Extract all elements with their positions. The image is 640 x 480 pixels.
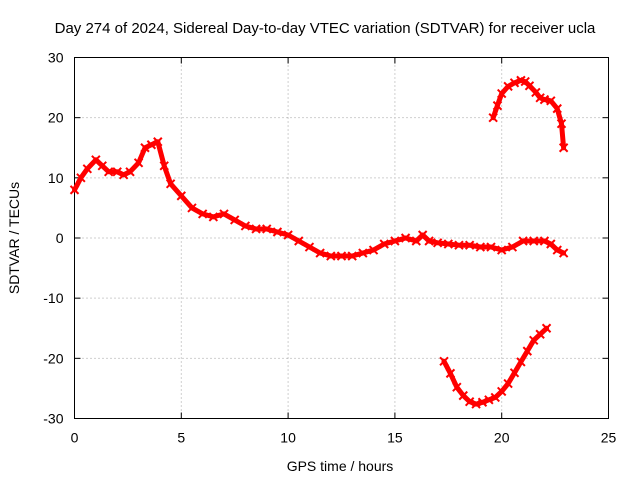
y-tick-label: 10 — [48, 170, 64, 186]
data-point — [197, 209, 208, 219]
data-point — [283, 230, 293, 240]
data-point — [452, 382, 462, 392]
data-point — [496, 88, 507, 99]
data-point — [486, 242, 496, 252]
data-point — [552, 103, 562, 114]
data-point — [240, 221, 251, 231]
data-point — [477, 397, 488, 407]
data-point — [503, 81, 513, 92]
data-point — [509, 368, 520, 378]
data-point — [294, 236, 304, 246]
data-point — [507, 242, 518, 252]
series-main-track — [69, 137, 569, 261]
data-point — [541, 323, 552, 333]
data-point — [443, 239, 454, 249]
y-axis-label: SDTVAR / TECUs — [6, 182, 22, 294]
data-point — [112, 167, 122, 177]
data-point — [358, 248, 368, 258]
data-point — [509, 78, 520, 88]
data-point — [471, 399, 481, 409]
data-point — [484, 395, 494, 405]
data-point — [82, 164, 93, 174]
data-point — [229, 215, 240, 225]
data-point — [272, 227, 283, 237]
data-point — [556, 118, 567, 129]
axis-ticks — [74, 57, 609, 419]
x-tick-label: 5 — [177, 430, 185, 446]
data-point — [424, 236, 434, 246]
data-point — [488, 112, 498, 123]
data-point — [69, 185, 80, 195]
data-point — [146, 140, 157, 150]
data-point — [379, 239, 389, 249]
data-point — [103, 167, 114, 177]
data-point — [153, 137, 163, 147]
data-point — [176, 191, 187, 201]
data-point — [76, 173, 86, 183]
y-tick-label: 20 — [48, 110, 64, 126]
y-tick-label: -30 — [43, 411, 63, 427]
data-point — [159, 161, 169, 171]
data-point — [304, 242, 315, 252]
x-tick-label: 0 — [71, 430, 79, 446]
data-point — [539, 236, 550, 246]
data-point — [558, 248, 569, 258]
x-axis-label: GPS time / hours — [287, 458, 394, 474]
data-point — [454, 240, 464, 250]
data-point — [518, 236, 528, 246]
y-tick-label: -10 — [43, 290, 63, 306]
data-point — [165, 179, 176, 189]
data-point — [503, 378, 513, 389]
data-point — [445, 368, 456, 379]
chart-title: Day 274 of 2024, Sidereal Day-to-day VTE… — [55, 20, 596, 37]
data-point — [125, 167, 135, 177]
data-point — [439, 356, 449, 367]
data-point — [558, 143, 569, 153]
grid-lines — [74, 57, 609, 419]
data-point — [552, 245, 562, 255]
data-point — [133, 158, 144, 168]
data-point — [496, 245, 507, 255]
data-point — [464, 396, 475, 407]
data-point — [347, 251, 357, 261]
x-tick-label: 25 — [601, 430, 617, 446]
data-point — [390, 236, 400, 246]
data-point — [336, 251, 347, 261]
data-point — [140, 143, 150, 153]
data-point — [516, 357, 526, 367]
y-tick-label: 30 — [48, 50, 64, 66]
y-tick-label: -20 — [43, 350, 63, 366]
data-point — [475, 242, 486, 252]
data-point — [464, 240, 475, 250]
data-point — [368, 245, 379, 255]
data-point — [187, 203, 197, 213]
series-lower-arc — [439, 323, 552, 409]
data-point — [400, 233, 411, 243]
data-point — [251, 224, 261, 234]
data-point — [529, 236, 539, 246]
y-tick-label: 0 — [56, 230, 64, 246]
data-point — [208, 212, 219, 222]
series-upper-arc — [488, 75, 569, 153]
axis-tick-labels: 0 5 10 15 20 25 -30 -20 -10 0 10 20 30 — [43, 50, 616, 446]
series-trace-main-track — [72, 139, 567, 259]
data-point — [492, 100, 503, 111]
data-marks — [69, 75, 569, 409]
data-point — [496, 386, 507, 397]
data-point — [326, 251, 336, 261]
x-tick-label: 10 — [280, 430, 296, 446]
data-point — [219, 209, 229, 219]
data-point — [522, 346, 533, 356]
data-point — [546, 96, 556, 106]
x-tick-label: 15 — [387, 430, 403, 446]
data-point — [432, 238, 443, 248]
data-point — [118, 170, 129, 180]
x-tick-label: 20 — [494, 430, 510, 446]
data-point — [262, 224, 272, 234]
data-point — [315, 248, 325, 258]
